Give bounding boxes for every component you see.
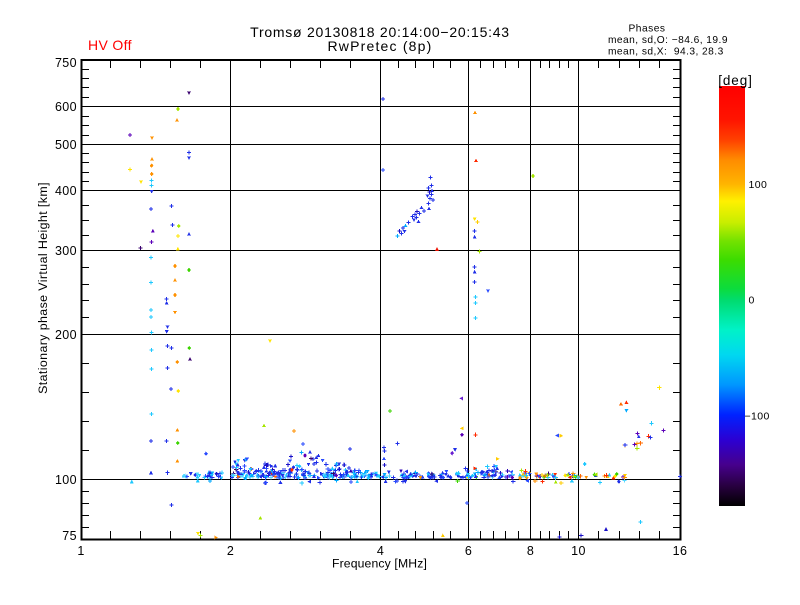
svg-text:100: 100 bbox=[55, 473, 77, 487]
svg-text:4: 4 bbox=[377, 544, 384, 558]
svg-text:8: 8 bbox=[527, 544, 534, 558]
svg-text:400: 400 bbox=[55, 184, 77, 198]
svg-text:200: 200 bbox=[55, 328, 77, 342]
svg-text:1: 1 bbox=[77, 544, 84, 558]
svg-text:−100: −100 bbox=[745, 410, 770, 422]
svg-text:mean, sd,X: 94.3, 28.3: mean, sd,X: 94.3, 28.3 bbox=[608, 47, 724, 58]
svg-text:Phases: Phases bbox=[629, 23, 666, 34]
svg-text:10: 10 bbox=[571, 544, 586, 558]
svg-text:2: 2 bbox=[227, 544, 234, 558]
svg-text:16: 16 bbox=[673, 544, 688, 558]
svg-text:500: 500 bbox=[55, 138, 77, 152]
svg-text:75: 75 bbox=[62, 529, 77, 543]
svg-text:600: 600 bbox=[55, 100, 77, 114]
svg-text:Tromsø 20130818 20:14:00−20:15: Tromsø 20130818 20:14:00−20:15:43 bbox=[250, 24, 510, 40]
svg-text:mean, sd,O: −84.6, 19.9: mean, sd,O: −84.6, 19.9 bbox=[608, 35, 728, 46]
svg-text:RwPretec (8p): RwPretec (8p) bbox=[327, 38, 432, 54]
svg-text:6: 6 bbox=[465, 544, 472, 558]
svg-text:Stationary phase Virtual Heigh: Stationary phase Virtual Height [km] bbox=[36, 182, 50, 394]
svg-text:750: 750 bbox=[55, 56, 77, 70]
svg-text:300: 300 bbox=[55, 244, 77, 258]
svg-text:100: 100 bbox=[749, 179, 768, 191]
svg-text:[deg]: [deg] bbox=[718, 73, 753, 88]
svg-text:Frequency [MHz]: Frequency [MHz] bbox=[332, 557, 427, 571]
svg-text:0: 0 bbox=[749, 295, 755, 307]
svg-text:HV Off: HV Off bbox=[88, 37, 132, 53]
